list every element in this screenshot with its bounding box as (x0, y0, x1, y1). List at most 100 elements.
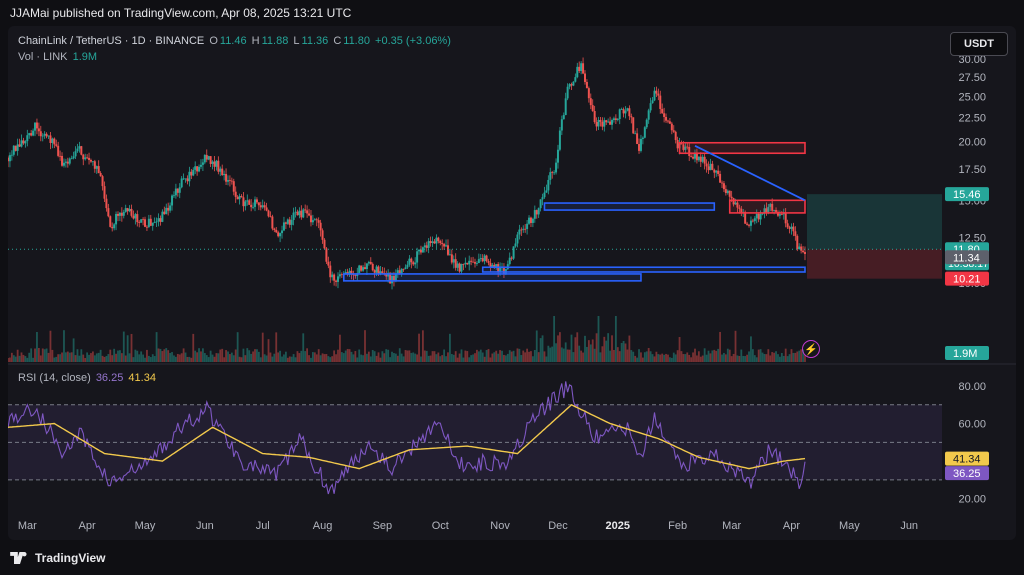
price-axis-tick: 27.50 (958, 72, 986, 84)
volume-bar (456, 357, 459, 362)
publisher-attribution: JJAMai published on TradingView.com, Apr… (10, 6, 352, 20)
candle-body (338, 274, 341, 277)
volume-bar (261, 332, 264, 362)
volume-bar (146, 349, 148, 362)
candle-body (647, 110, 650, 120)
candle-body (138, 222, 141, 223)
candle-body (192, 169, 195, 176)
volume-bar (587, 340, 590, 362)
candle-body (194, 166, 197, 170)
resistance-zone-red (678, 141, 806, 155)
candle-body (730, 196, 733, 199)
candle-body (115, 213, 118, 225)
volume-bar (157, 348, 160, 362)
candle-body (186, 178, 189, 182)
volume-bar (699, 356, 702, 362)
volume-bar (364, 330, 366, 362)
candle-body (802, 250, 805, 253)
volume-bar (128, 353, 131, 362)
candle-body (171, 195, 174, 206)
candle-body (645, 119, 648, 128)
candle-body (282, 222, 285, 231)
candle-body (76, 148, 79, 152)
candle-body (748, 224, 751, 226)
time-axis-tick: Jul (256, 520, 270, 532)
rsi-label[interactable]: RSI (14, close) (18, 372, 91, 384)
volume-bar (113, 348, 116, 362)
candle-body (335, 280, 338, 282)
volume-bar (200, 351, 202, 362)
candle-body (639, 138, 642, 151)
candle-body (26, 135, 29, 142)
candle-body (574, 77, 577, 82)
candle-body (309, 215, 312, 223)
chart-frame[interactable]: 30.00 27.50 25.00 22.50 20.00 17.50 15.00 12.50… (8, 26, 1016, 540)
volume-bar (470, 355, 473, 362)
volume-bar (248, 350, 251, 362)
volume-bar (466, 351, 469, 362)
volume-bar (331, 356, 334, 362)
volume-bar (215, 353, 218, 362)
volume-bar (64, 352, 67, 362)
volume-bar (117, 350, 119, 362)
volume-bar (236, 332, 239, 362)
symbol-name[interactable]: ChainLink / TetherUS · 1D · BINANCE (18, 35, 205, 47)
volume-bar (794, 352, 797, 362)
candle-body (350, 270, 353, 275)
candle-body (153, 222, 156, 223)
volume-bar (508, 350, 511, 362)
volume-bar (445, 356, 447, 362)
volume-bar (628, 335, 631, 362)
volume-bar (618, 351, 621, 362)
candle-body (149, 218, 152, 226)
candle-body (452, 259, 455, 263)
volume-bar (140, 351, 143, 362)
volume-bar (39, 355, 42, 362)
volume-bar (119, 350, 121, 362)
candle-body (78, 146, 81, 149)
candle-body (416, 251, 419, 263)
volume-bar (414, 353, 417, 362)
volume-bar (584, 335, 586, 362)
bolt-icon[interactable]: ⚡ (802, 340, 820, 358)
candle-body (72, 156, 75, 159)
volume-bar (142, 354, 144, 362)
candle-body (360, 265, 363, 271)
candle-body (603, 120, 606, 127)
candle-body (659, 95, 662, 109)
candle-body (273, 228, 276, 230)
candle-body (321, 230, 324, 240)
candle-body (634, 133, 637, 135)
candle-body (213, 161, 216, 167)
volume-bar (302, 333, 305, 362)
volume-bar (265, 355, 268, 362)
candle-body (365, 263, 368, 270)
volume-bar (601, 346, 604, 362)
currency-button[interactable]: USDT (950, 32, 1008, 56)
volume-bar (408, 350, 411, 362)
volume-label[interactable]: Vol · LINK (18, 51, 68, 63)
chart-canvas[interactable]: 30.0027.5025.0022.5020.0017.5015.0012.50… (8, 26, 1016, 540)
volume-bar (20, 352, 23, 362)
candle-body (518, 229, 521, 235)
candle-body (198, 166, 201, 172)
candle-body (111, 226, 114, 229)
candle-body (485, 255, 488, 261)
volume-bar (284, 351, 287, 362)
volume-bar (763, 353, 766, 362)
volume-bar (36, 332, 38, 362)
tradingview-brand[interactable]: TradingView (10, 551, 105, 565)
volume-bar (252, 351, 254, 362)
volume-bar (804, 355, 806, 362)
candle-body (755, 213, 758, 219)
candle-body (128, 208, 131, 212)
rsi-ma-last-text: 41.34 (953, 454, 981, 466)
volume-bar (130, 333, 133, 362)
volume-bar (410, 352, 413, 362)
volume-bar (323, 354, 326, 362)
candle-body (400, 268, 403, 274)
candle-body (221, 168, 224, 176)
volume-bar (304, 351, 307, 362)
volume-bar (153, 356, 156, 362)
volume-bar (757, 349, 760, 362)
